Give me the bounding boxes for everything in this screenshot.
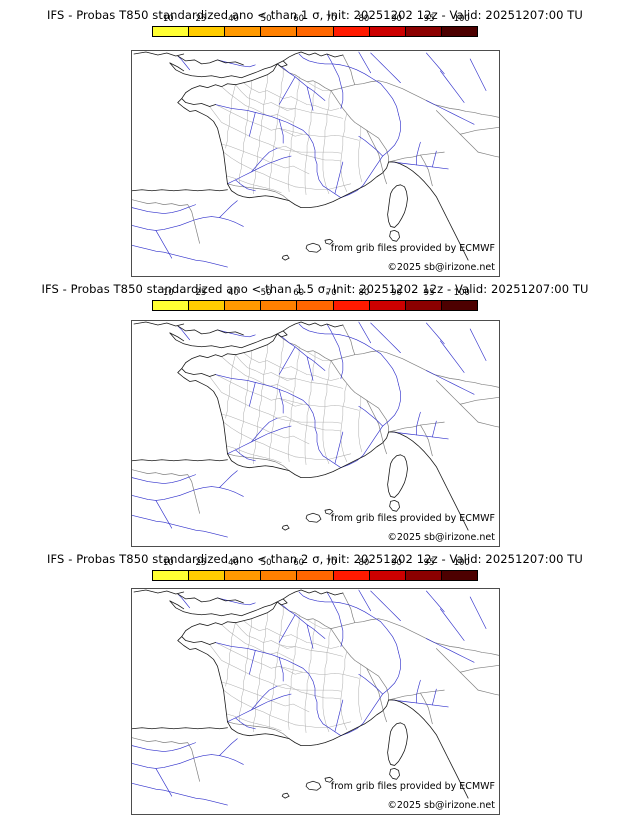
colorbar-segment-4 xyxy=(297,27,334,36)
colorbar-segment-2 xyxy=(225,571,262,580)
map-geometry xyxy=(132,51,499,268)
colorbar-tick-70: 70 xyxy=(325,288,337,298)
colorbar-segment-6 xyxy=(369,301,406,310)
colorbar-tick-95: 95 xyxy=(423,288,435,298)
copyright-credit: ©2025 sb@irizone.net xyxy=(387,532,495,543)
colorbar-tick-10: 10 xyxy=(162,288,174,298)
colorbar-tick-100: 100 xyxy=(453,288,470,298)
colorbar-segment-8 xyxy=(441,571,477,580)
colorbar-segment-8 xyxy=(441,27,477,36)
colorbar-segment-0 xyxy=(153,301,190,310)
colorbar-tick-90: 90 xyxy=(391,14,402,24)
copyright-credit: ©2025 sb@irizone.net xyxy=(387,262,495,273)
colorbar-segment-5 xyxy=(333,301,370,310)
colorbar-tick-25: 25 xyxy=(195,14,207,24)
ecmwf-credit: from grib files provided by ECMWF xyxy=(330,513,495,524)
colorbar-segment-0 xyxy=(153,27,190,36)
colorbar-segment-2 xyxy=(225,301,262,310)
map-canvas-1[interactable]: from grib files provided by ECMWF ©2025 … xyxy=(131,50,500,277)
ecmwf-credit: from grib files provided by ECMWF xyxy=(330,243,495,254)
colorbar-ticks: 10 25 40 50 60 70 80 90 95 100 xyxy=(152,288,478,300)
colorbar-tick-50: 50 xyxy=(260,288,272,298)
colorbar-tick-70: 70 xyxy=(325,14,337,24)
colorbar-tick-60: 60 xyxy=(293,558,305,568)
ecmwf-credit: from grib files provided by ECMWF xyxy=(330,781,495,792)
colorbar-tick-40: 40 xyxy=(228,558,239,568)
panel-title: IFS - Probas T850 standardized ano < tha… xyxy=(41,282,589,296)
colorbar-tick-25: 25 xyxy=(195,558,207,568)
colorbar-tick-95: 95 xyxy=(423,558,435,568)
colorbar-gradient xyxy=(152,26,478,37)
colorbar-tick-10: 10 xyxy=(162,14,174,24)
colorbar-segment-6 xyxy=(369,571,406,580)
colorbar-segment-5 xyxy=(333,571,370,580)
map-geometry xyxy=(132,589,499,806)
panel-title: IFS - Probas T850 standardized ano < tha… xyxy=(47,8,583,22)
colorbar-segment-7 xyxy=(405,301,442,310)
colorbar-gradient xyxy=(152,300,478,311)
colorbar-tick-25: 25 xyxy=(195,288,207,298)
colorbar-1: 10 25 40 50 60 70 80 90 95 100 xyxy=(152,14,478,38)
colorbar-segment-4 xyxy=(297,301,334,310)
colorbar-segment-1 xyxy=(189,27,226,36)
colorbar-segment-5 xyxy=(333,27,370,36)
colorbar-tick-40: 40 xyxy=(228,14,239,24)
colorbar-2: 10 25 40 50 60 70 80 90 95 100 xyxy=(152,288,478,312)
colorbar-tick-90: 90 xyxy=(391,288,402,298)
colorbar-tick-70: 70 xyxy=(325,558,337,568)
colorbar-segment-6 xyxy=(369,27,406,36)
forecast-panel-1sigma: IFS - Probas T850 standardized ano < tha… xyxy=(0,0,630,277)
colorbar-tick-80: 80 xyxy=(358,14,370,24)
colorbar-tick-80: 80 xyxy=(358,288,370,298)
colorbar-ticks: 10 25 40 50 60 70 80 90 95 100 xyxy=(152,14,478,26)
colorbar-tick-50: 50 xyxy=(260,558,272,568)
colorbar-segment-3 xyxy=(261,301,298,310)
colorbar-segment-1 xyxy=(189,571,226,580)
map-geometry xyxy=(132,321,499,538)
colorbar-segment-3 xyxy=(261,571,298,580)
colorbar-segment-2 xyxy=(225,27,262,36)
colorbar-tick-90: 90 xyxy=(391,558,402,568)
map-canvas-3[interactable]: from grib files provided by ECMWF ©2025 … xyxy=(131,588,500,815)
colorbar-tick-60: 60 xyxy=(293,288,305,298)
colorbar-ticks: 10 25 40 50 60 70 80 90 95 100 xyxy=(152,558,478,570)
colorbar-tick-100: 100 xyxy=(453,14,470,24)
map-canvas-2[interactable]: from grib files provided by ECMWF ©2025 … xyxy=(131,320,500,547)
colorbar-segment-0 xyxy=(153,571,190,580)
colorbar-tick-80: 80 xyxy=(358,558,370,568)
colorbar-tick-40: 40 xyxy=(228,288,239,298)
colorbar-tick-100: 100 xyxy=(453,558,470,568)
colorbar-segment-8 xyxy=(441,301,477,310)
forecast-panel-1p5sigma: IFS - Probas T850 standardized ano < tha… xyxy=(0,276,630,552)
colorbar-tick-10: 10 xyxy=(162,558,174,568)
colorbar-segment-7 xyxy=(405,571,442,580)
colorbar-3: 10 25 40 50 60 70 80 90 95 100 xyxy=(152,558,478,582)
forecast-panel-2sigma: IFS - Probas T850 standardized ano < tha… xyxy=(0,546,630,822)
colorbar-segment-4 xyxy=(297,571,334,580)
colorbar-segment-1 xyxy=(189,301,226,310)
copyright-credit: ©2025 sb@irizone.net xyxy=(387,800,495,811)
colorbar-tick-60: 60 xyxy=(293,14,305,24)
colorbar-segment-7 xyxy=(405,27,442,36)
colorbar-gradient xyxy=(152,570,478,581)
colorbar-tick-50: 50 xyxy=(260,14,272,24)
colorbar-segment-3 xyxy=(261,27,298,36)
panel-title: IFS - Probas T850 standardized ano < tha… xyxy=(47,552,583,566)
colorbar-tick-95: 95 xyxy=(423,14,435,24)
